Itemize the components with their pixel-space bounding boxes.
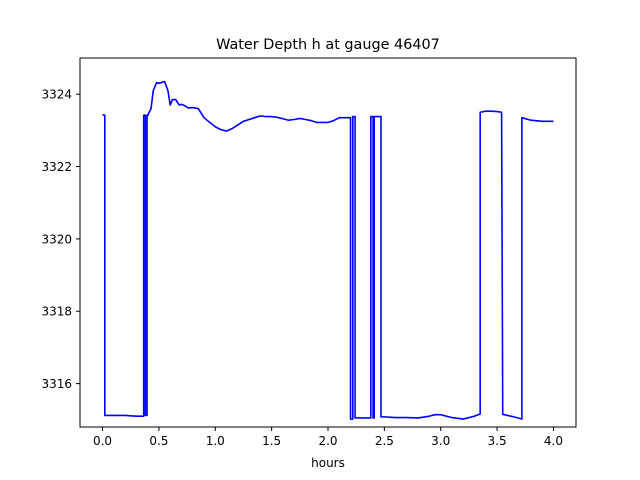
y-tick-label: 3324 (41, 88, 72, 102)
x-tick-label: 3.0 (431, 434, 450, 448)
chart-title: Water Depth h at gauge 46407 (216, 37, 440, 53)
x-tick-label: 1.0 (206, 434, 225, 448)
y-tick-label: 3320 (41, 232, 72, 246)
x-tick-label: 2.0 (318, 434, 337, 448)
y-axis: 3316 3318 3320 3322 3324 (41, 88, 80, 391)
x-tick-label: 0.0 (93, 434, 112, 448)
y-tick-label: 3322 (41, 160, 72, 174)
y-tick-label: 3316 (41, 377, 72, 391)
x-axis-label: hours (311, 456, 345, 470)
series-line-group (102, 80, 554, 420)
x-tick-label: 3.5 (488, 434, 507, 448)
series-line (102, 80, 554, 420)
x-tick-label: 1.5 (262, 434, 281, 448)
x-tick-label: 4.0 (544, 434, 563, 448)
y-tick-label: 3318 (41, 305, 72, 319)
x-tick-label: 2.5 (375, 434, 394, 448)
x-axis: 0.0 0.5 1.0 1.5 2.0 2.5 3.0 3.5 4.0 (93, 427, 563, 448)
x-tick-label: 0.5 (149, 434, 168, 448)
